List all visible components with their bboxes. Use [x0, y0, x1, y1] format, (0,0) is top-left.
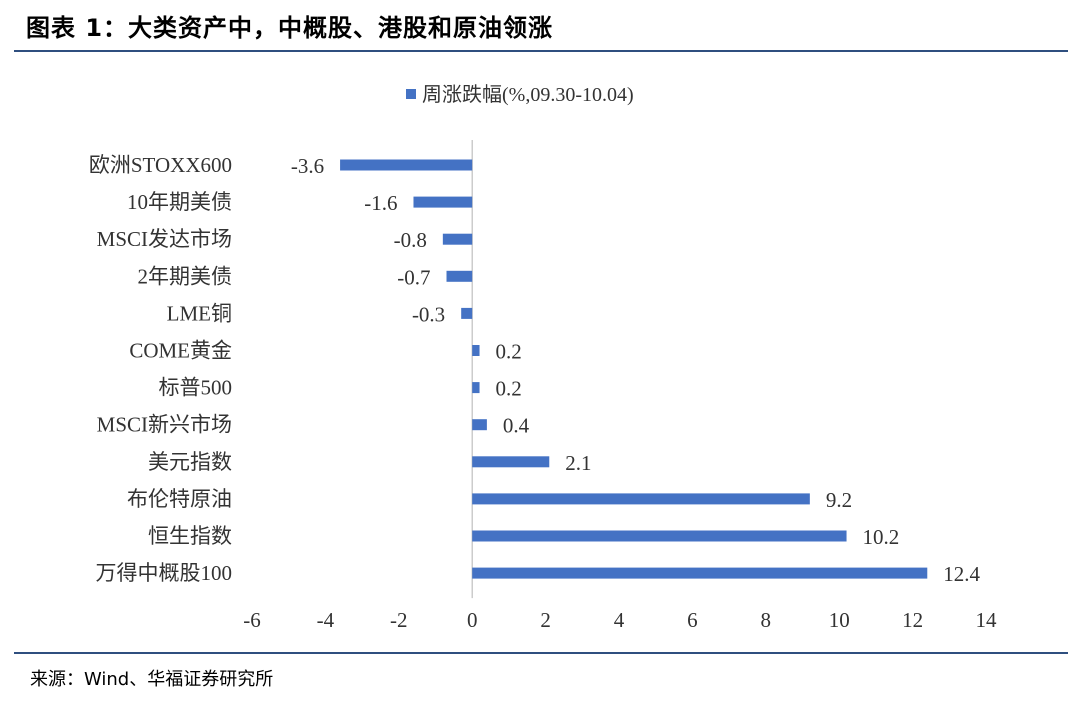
x-tick-label: -2 — [390, 608, 408, 632]
x-tick-label: 4 — [614, 608, 625, 632]
data-label: -1.6 — [364, 191, 397, 215]
category-label: MSCI新兴市场 — [97, 413, 232, 437]
bar-chart: 周涨跌幅(%,09.30-10.04) 欧洲STOXX600 -3.6 10年期美债 -… — [89, 83, 998, 632]
data-label: 12.4 — [943, 562, 980, 586]
category-label: 欧洲STOXX600 — [89, 153, 232, 177]
category-label: 布伦特原油 — [127, 487, 232, 511]
category-label: 万得中概股100 — [96, 561, 233, 585]
data-label: 10.2 — [863, 525, 900, 549]
x-tick-label: 10 — [829, 608, 850, 632]
bar — [472, 345, 480, 356]
bar — [472, 382, 480, 394]
category-label: 10年期美债 — [127, 190, 232, 214]
bar — [461, 307, 473, 319]
category-label: 2年期美债 — [138, 264, 233, 288]
category-label: 美元指数 — [148, 450, 232, 474]
title-divider — [14, 50, 1068, 52]
bar — [472, 530, 847, 542]
x-tick-label: 2 — [540, 608, 551, 632]
page-title: 图表 1：大类资产中，中概股、港股和原油领涨 — [26, 14, 554, 42]
data-label: 2.1 — [565, 451, 591, 475]
bar — [340, 159, 473, 171]
category-label: 标普500 — [159, 376, 233, 400]
x-tick-label: 0 — [467, 608, 478, 632]
source-note: 来源：Wind、华福证券研究所 — [30, 669, 274, 690]
bar — [446, 270, 473, 282]
category-label: LME铜 — [167, 301, 232, 325]
data-label: -0.8 — [394, 228, 427, 252]
x-tick-label: -4 — [317, 608, 335, 632]
data-label: 0.4 — [503, 414, 530, 438]
x-tick-label: 8 — [761, 608, 772, 632]
bar — [472, 419, 487, 431]
data-label: 9.2 — [826, 488, 852, 512]
legend-swatch — [406, 89, 416, 99]
data-label: -0.3 — [412, 302, 445, 326]
bar — [472, 567, 928, 579]
category-label: COME黄金 — [129, 339, 232, 363]
data-label: 0.2 — [496, 377, 522, 401]
x-tick-label: 14 — [976, 608, 998, 632]
data-label: -3.6 — [291, 154, 324, 178]
category-label: MSCI发达市场 — [97, 227, 232, 251]
bar — [413, 196, 473, 208]
x-tick-label: 12 — [902, 608, 923, 632]
x-tick-label: -6 — [243, 608, 261, 632]
category-label: 恒生指数 — [148, 524, 232, 548]
bar — [472, 493, 810, 505]
data-label: -0.7 — [397, 265, 430, 289]
footer-divider — [14, 652, 1068, 654]
bar — [472, 456, 550, 468]
data-label: 0.2 — [496, 340, 522, 364]
x-tick-label: 6 — [687, 608, 698, 632]
bar — [442, 233, 473, 245]
legend-label: 周涨跌幅(%,09.30-10.04) — [422, 83, 634, 106]
